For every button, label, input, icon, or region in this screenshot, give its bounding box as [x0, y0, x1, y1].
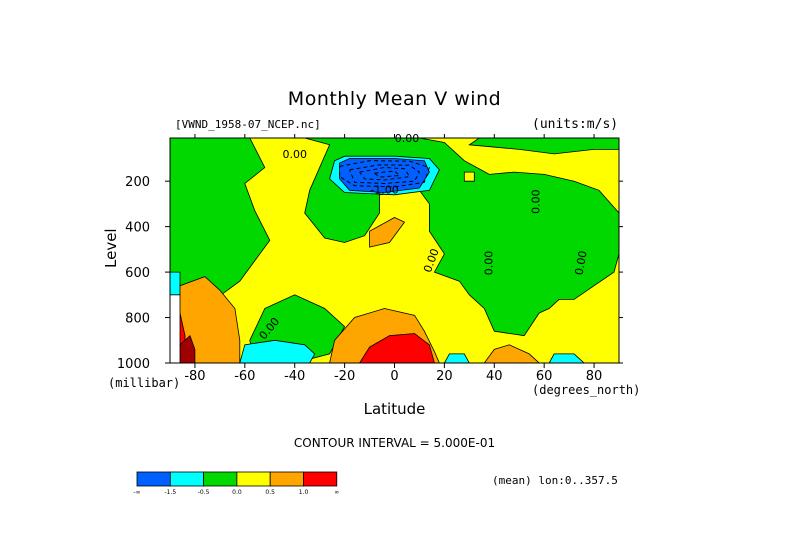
x-tick-label-8: 80 [586, 369, 603, 384]
x-tick-label-4: 0 [390, 369, 398, 384]
colorbar-label-5: 1.0 [299, 489, 309, 496]
contour-region-19 [463, 171, 475, 182]
chart-title: Monthly Mean V wind [287, 88, 502, 110]
colorbar-swatch-4 [269, 471, 304, 487]
x-tick-label-2: -40 [284, 369, 305, 384]
x-axis-unit-label: (degrees_north) [532, 383, 641, 397]
colorbar-swatch-5 [303, 471, 338, 487]
x-tick-label-7: 60 [536, 369, 553, 384]
negative-contour-line-2 [359, 166, 411, 181]
negative-contour-line-0 [339, 160, 431, 188]
contour-region-6 [339, 158, 430, 193]
contour-interval-label: CONTOUR INTERVAL = 5.000E-01 [293, 436, 496, 450]
y-tick-label-3: 800 [125, 312, 150, 327]
contour-region-4 [468, 138, 619, 155]
x-tick-label-3: -20 [334, 369, 355, 384]
contour-label-5: 0.00 [482, 251, 495, 276]
colorbar-label-0: -∞ [133, 489, 140, 496]
contour-label-2: -1.00 [370, 183, 398, 196]
colorbar-swatch-2 [203, 471, 238, 487]
contour-region-12 [443, 353, 470, 363]
x-axis-label: Latitude [363, 400, 426, 418]
y-tick-label-0: 200 [125, 175, 150, 190]
mean-longitude-note: (mean) lon:0..357.5 [492, 474, 618, 487]
contour-region-15 [359, 333, 435, 363]
contour-label-3: 0.00 [530, 189, 543, 214]
contour-label-6: 0.00 [573, 250, 590, 276]
contour-label-1: 0.00 [282, 148, 307, 161]
colorbar-swatch-0 [136, 471, 171, 487]
contour-label-0: 0.00 [395, 132, 420, 145]
negative-contour-line-1 [349, 164, 421, 185]
contour-region-13 [548, 353, 585, 363]
y-tick-label-1: 400 [125, 221, 150, 236]
colorbar-label-2: -0.5 [198, 489, 210, 496]
y-tick-label-4: 1000 [117, 357, 150, 372]
dataset-label: [VWND_1958-07_NCEP.nc] [175, 118, 321, 131]
colorbar-label-end: ∞ [334, 489, 339, 496]
x-tick-label-6: 40 [486, 369, 503, 384]
contour-region-10 [483, 344, 540, 363]
contour-region-11 [239, 339, 316, 363]
contour-region-18 [170, 294, 181, 363]
negative-contour-line-3 [374, 170, 401, 178]
x-tick-label-5: 20 [436, 369, 453, 384]
colorbar-swatch-1 [169, 471, 205, 487]
contour-region-7 [369, 217, 406, 248]
units-label: (units:m/s) [532, 117, 619, 132]
colorbar-label-3: 0.0 [232, 489, 242, 496]
colorbar-swatch-3 [236, 471, 271, 487]
colorbar-label-1: -1.5 [164, 489, 176, 496]
colorbar-label-4: 0.5 [265, 489, 275, 496]
x-tick-label-1: -60 [234, 369, 255, 384]
x-tick-label-0: -80 [184, 369, 205, 384]
y-axis-unit-label: (millibar) [108, 376, 181, 390]
y-tick-label-2: 600 [125, 266, 150, 281]
